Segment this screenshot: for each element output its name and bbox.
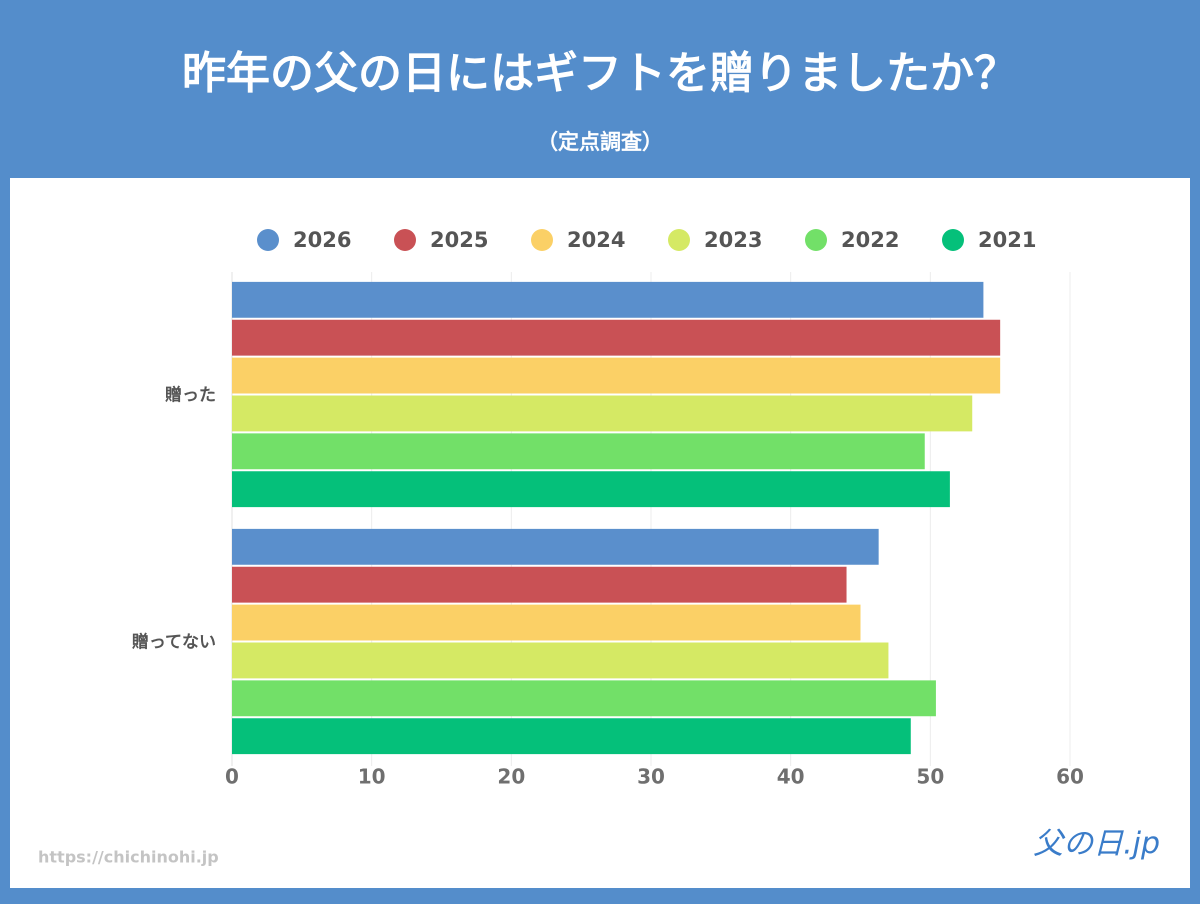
bar bbox=[232, 395, 973, 432]
logo: 父の日.jp bbox=[1033, 827, 1160, 862]
bar bbox=[232, 680, 936, 717]
bar bbox=[232, 433, 925, 470]
bar bbox=[232, 471, 950, 508]
legend-swatch bbox=[668, 229, 690, 251]
legend-label: 2023 bbox=[704, 228, 762, 252]
x-tick-label: 50 bbox=[916, 765, 944, 789]
y-tick-label: 贈ってない bbox=[132, 632, 216, 653]
x-tick-label: 20 bbox=[497, 765, 525, 789]
x-tick-label: 0 bbox=[225, 765, 239, 789]
source-url: https://chichinohi.jp bbox=[38, 848, 219, 867]
x-tick-label: 60 bbox=[1056, 765, 1084, 789]
legend-label: 2024 bbox=[567, 228, 625, 252]
legend-swatch bbox=[257, 229, 279, 251]
legend-swatch bbox=[394, 229, 416, 251]
chart-subtitle: （定点調査） bbox=[537, 130, 663, 154]
bar bbox=[232, 528, 879, 565]
chart-title: 昨年の父の日にはギフトを贈りましたか？ bbox=[182, 48, 1018, 99]
bar bbox=[232, 281, 984, 318]
x-tick-label: 40 bbox=[777, 765, 805, 789]
legend-label: 2026 bbox=[293, 228, 351, 252]
bar bbox=[232, 319, 1001, 356]
bar bbox=[232, 718, 911, 755]
x-tick-label: 30 bbox=[637, 765, 665, 789]
legend-swatch bbox=[942, 229, 964, 251]
bar bbox=[232, 604, 861, 641]
bar bbox=[232, 642, 889, 679]
legend-label: 2022 bbox=[841, 228, 899, 252]
legend-label: 2025 bbox=[430, 228, 488, 252]
legend-swatch bbox=[805, 229, 827, 251]
bar bbox=[232, 566, 847, 603]
x-tick-label: 10 bbox=[358, 765, 386, 789]
legend-swatch bbox=[531, 229, 553, 251]
legend-label: 2021 bbox=[978, 228, 1036, 252]
y-tick-label: 贈った bbox=[165, 385, 216, 406]
bar bbox=[232, 357, 1001, 394]
